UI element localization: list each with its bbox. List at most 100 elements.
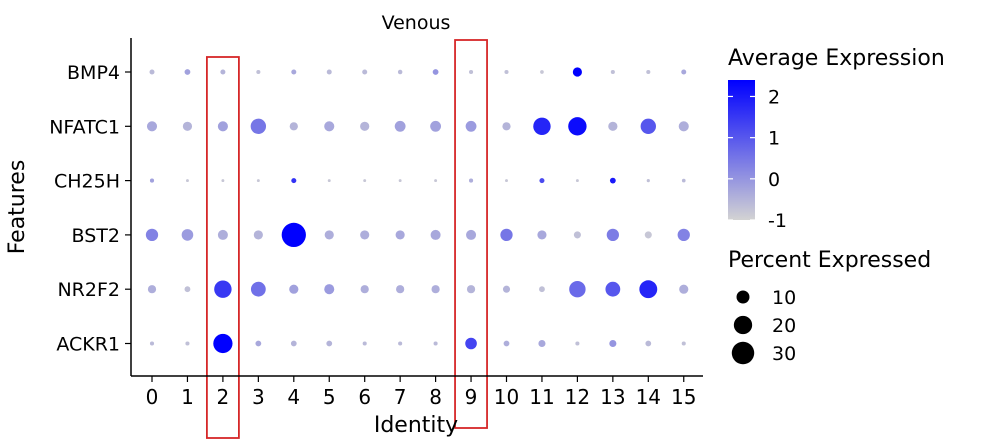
dot-bmp4-14	[646, 69, 651, 75]
dot-bmp4-8	[432, 69, 439, 75]
dot-ackr1-3	[255, 340, 262, 347]
dot-bmp4-7	[397, 69, 403, 75]
dot-nr2f2-11	[539, 286, 545, 293]
size-legend-label: 10	[772, 287, 796, 309]
dot-nfatc1-13	[608, 121, 618, 131]
x-tick-label: 9	[465, 385, 478, 409]
dot-ch25h-3	[256, 179, 260, 183]
dot-bst2-15	[677, 228, 690, 242]
dot-bmp4-13	[610, 69, 615, 75]
dot-ackr1-14	[645, 340, 652, 347]
dot-bmp4-12	[572, 67, 582, 77]
dot-ch25h-10	[505, 179, 508, 183]
dot-bmp4-1	[184, 69, 191, 75]
x-axis: 0 1 2 3 4 5 6 7 8 9 10 11 12 13 14 15	[146, 376, 696, 409]
dot-bst2-11	[537, 230, 547, 240]
y-tick-label: CH25H	[54, 171, 120, 193]
x-tick-label: 3	[252, 385, 265, 409]
dot-bst2-2	[217, 229, 228, 240]
x-tick-label: 14	[636, 385, 661, 409]
size-legend-dot	[731, 341, 755, 365]
dot-bst2-7	[395, 230, 405, 240]
dot-bmp4-15	[681, 69, 687, 75]
dot-bst2-0	[145, 228, 159, 242]
dot-ackr1-10	[503, 340, 510, 347]
x-tick-label: 10	[494, 385, 519, 409]
dot-ackr1-15	[681, 341, 686, 346]
dot-ch25h-5	[327, 179, 331, 183]
dot-bst2-3	[253, 230, 263, 240]
dot-ch25h-1	[186, 179, 189, 183]
size-legend-label: 30	[772, 343, 796, 365]
dot-ackr1-9	[465, 337, 477, 350]
dot-bst2-12	[573, 231, 581, 239]
color-legend-tick-label: 1	[768, 128, 780, 150]
size-legend-items: 10 20 30	[731, 287, 796, 365]
dot-ch25h-6	[363, 179, 367, 183]
color-legend-bar	[728, 80, 755, 220]
dot-bmp4-9	[469, 69, 474, 75]
x-tick-label: 11	[529, 385, 554, 409]
dot-bmp4-10	[504, 69, 509, 75]
dot-nr2f2-3	[250, 281, 266, 297]
color-legend-tick-label: 0	[768, 169, 780, 191]
dot-nr2f2-4	[289, 284, 299, 294]
dot-ch25h-7	[398, 179, 402, 183]
dot-bst2-6	[360, 230, 370, 240]
dot-bst2-1	[181, 229, 194, 241]
x-tick-label: 6	[358, 385, 371, 409]
dot-nfatc1-2	[217, 121, 228, 132]
dot-ch25h-12	[575, 179, 579, 183]
highlight-box-2	[205, 56, 240, 439]
x-tick-label: 8	[429, 385, 442, 409]
x-tick-label: 5	[323, 385, 336, 409]
dot-nfatc1-10	[502, 122, 511, 131]
dot-nfatc1-4	[289, 122, 298, 131]
x-tick-label: 13	[600, 385, 625, 409]
y-tick-label: NFATC1	[49, 116, 120, 138]
dot-nr2f2-15	[679, 284, 689, 294]
points-layer	[145, 67, 690, 354]
highlight-layer	[205, 39, 488, 439]
dot-ackr1-0	[149, 341, 155, 346]
x-axis-label: Identity	[374, 413, 458, 438]
dot-nfatc1-8	[430, 120, 442, 132]
dot-nfatc1-0	[146, 121, 158, 132]
y-tick-label: ACKR1	[56, 334, 120, 356]
dot-nr2f2-9	[466, 285, 476, 294]
dot-nfatc1-6	[360, 121, 370, 131]
dot-ch25h-13	[609, 177, 616, 184]
dot-ch25h-8	[434, 179, 438, 183]
dot-ackr1-4	[290, 340, 297, 347]
dot-bst2-14	[644, 231, 652, 239]
color-legend-ticks: 2 1 0 -1	[728, 86, 787, 232]
size-legend-dot	[736, 290, 750, 304]
dot-ackr1-5	[326, 340, 333, 347]
y-tick-label: BST2	[72, 225, 120, 247]
dot-nr2f2-5	[324, 284, 335, 295]
dot-nr2f2-6	[360, 285, 369, 294]
color-legend-title: Average Expression	[728, 46, 945, 71]
dot-ackr1-11	[538, 339, 546, 348]
dot-bst2-4	[281, 222, 306, 248]
size-legend-title: Percent Expressed	[728, 248, 931, 273]
dot-ch25h-9	[469, 178, 474, 183]
dot-bst2-10	[500, 228, 513, 242]
dot-nr2f2-13	[605, 281, 621, 297]
dot-ch25h-15	[681, 178, 686, 183]
y-axis: BMP4 NFATC1 CH25H BST2 NR2F2 ACKR1	[49, 62, 131, 356]
x-tick-label: 7	[394, 385, 407, 409]
dot-nr2f2-0	[147, 285, 157, 294]
dot-nfatc1-11	[533, 117, 551, 135]
size-legend-dot	[733, 315, 753, 335]
chart-title: Venous	[382, 12, 451, 34]
dot-nfatc1-12	[568, 117, 587, 136]
dot-ch25h-0	[149, 178, 155, 183]
dot-bmp4-3	[256, 69, 261, 75]
size-legend-label: 20	[772, 315, 796, 337]
dot-ackr1-13	[609, 339, 617, 348]
x-tick-label: 4	[287, 385, 300, 409]
dot-bst2-9	[466, 229, 477, 240]
dot-bmp4-11	[540, 70, 544, 74]
dot-nfatc1-5	[324, 121, 335, 132]
